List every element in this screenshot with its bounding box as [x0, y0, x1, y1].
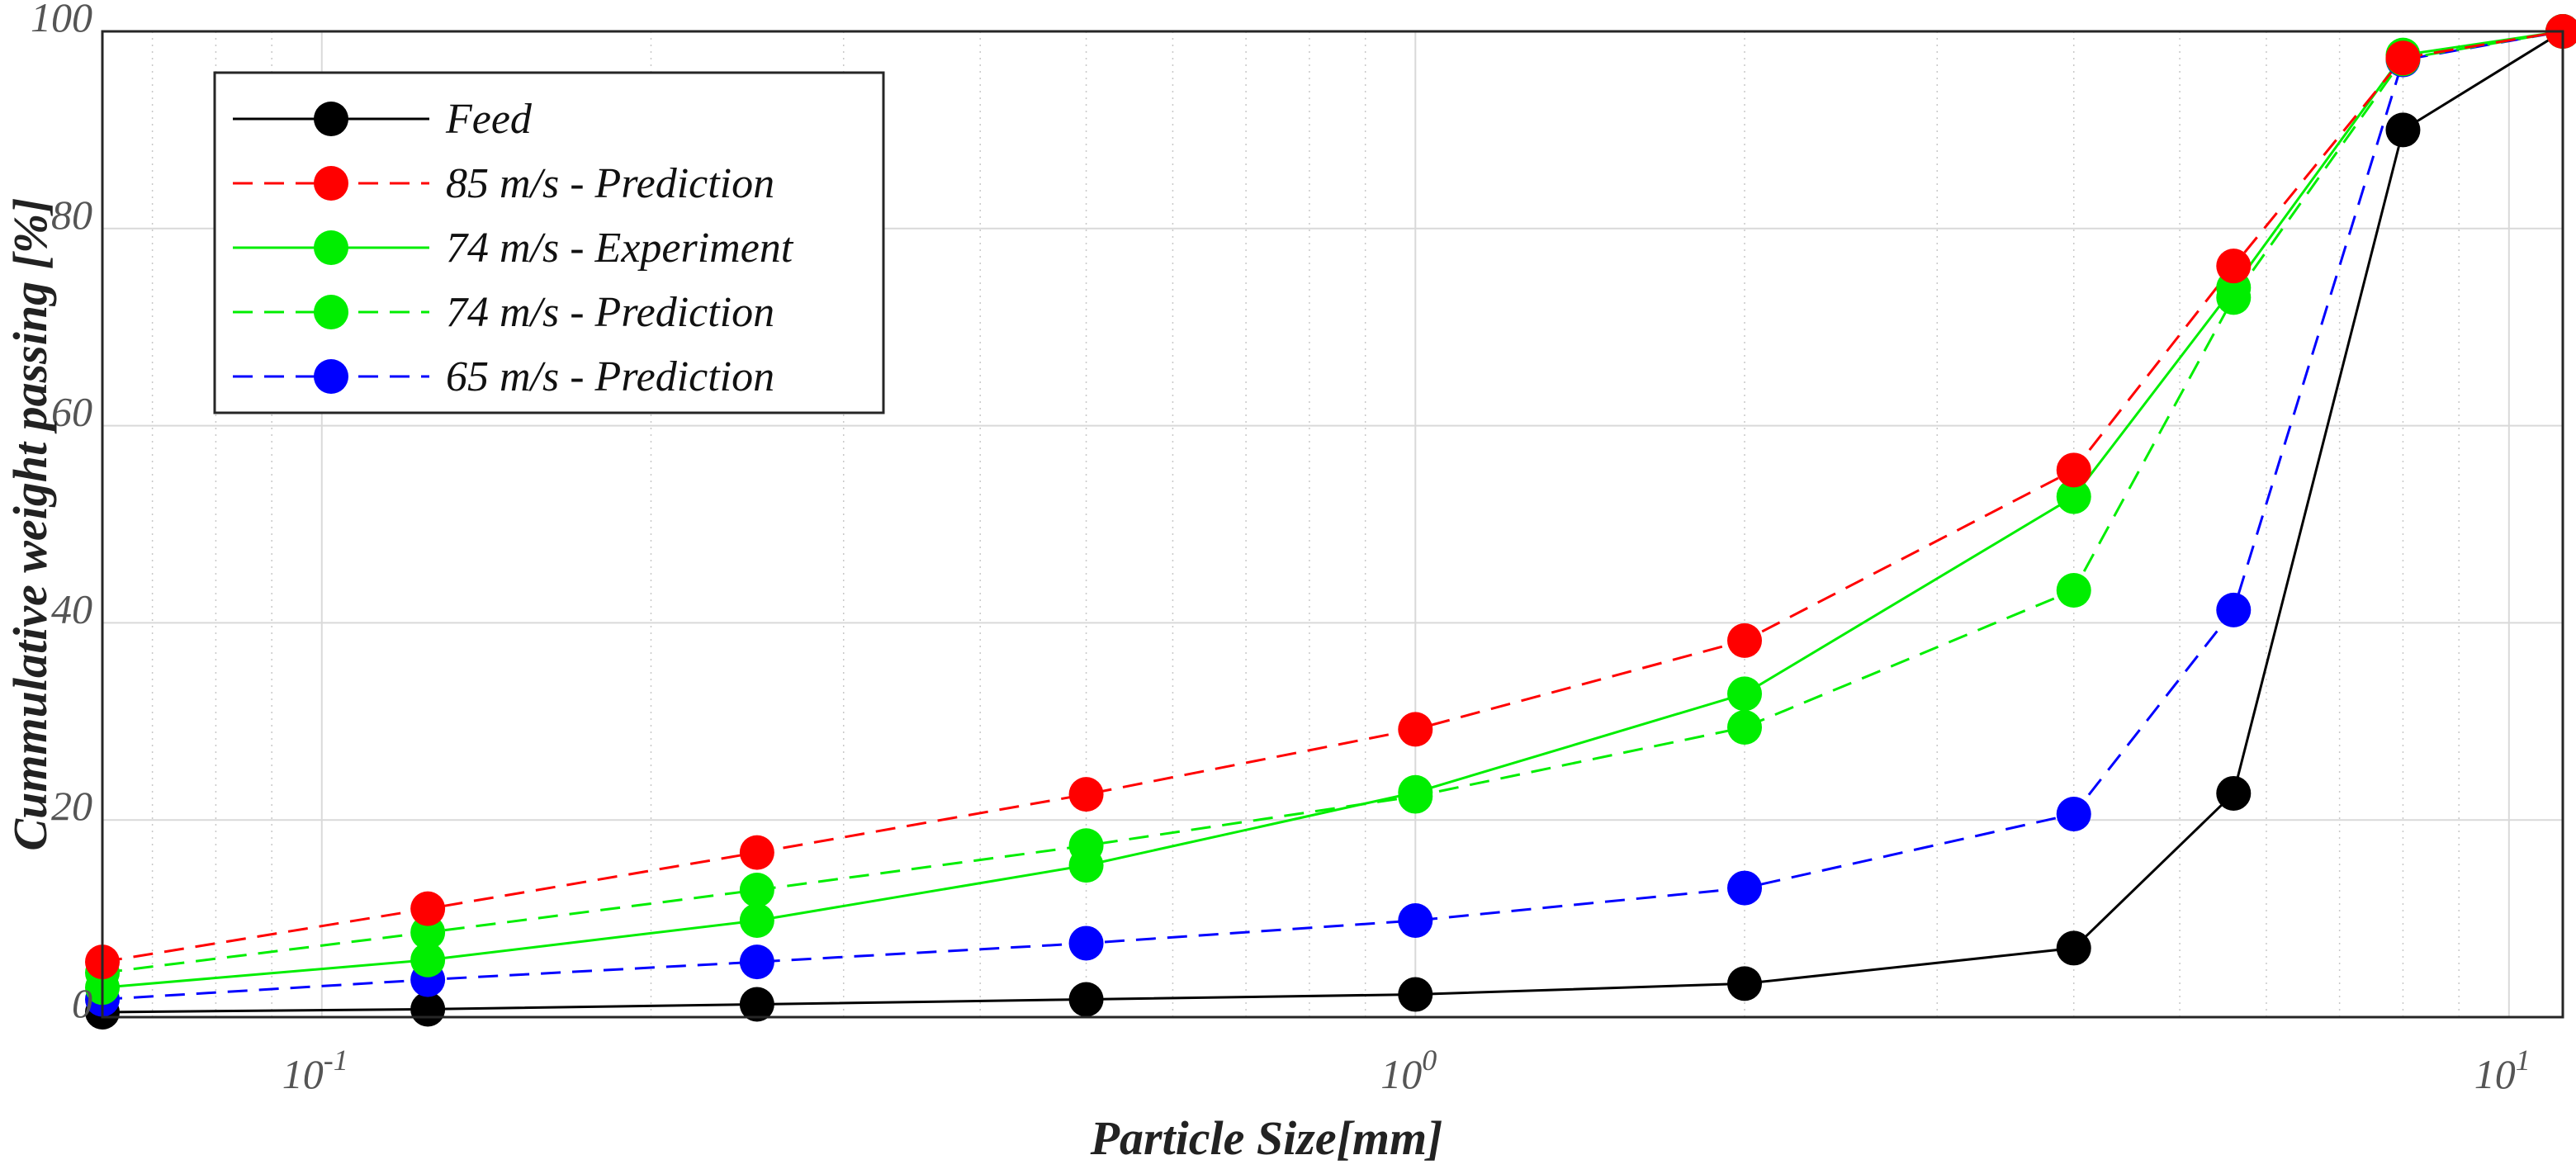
data-point — [739, 987, 774, 1022]
data-point — [2056, 452, 2091, 488]
x-axis-title: Particle Size[mm] — [1090, 1111, 1443, 1165]
data-point — [1068, 848, 1104, 883]
legend-label: 65 m/s - Prediction — [446, 353, 774, 400]
data-point — [739, 944, 774, 980]
y-axis-title: Cummulative weight passing [%] — [3, 197, 57, 850]
series-line — [102, 30, 2564, 974]
data-point — [2216, 592, 2252, 627]
data-point — [1398, 774, 1433, 810]
legend-label: 74 m/s - Experiment — [446, 225, 794, 272]
legend-label: 85 m/s - Prediction — [446, 160, 774, 207]
data-point — [739, 902, 774, 938]
data-point — [1727, 709, 1763, 745]
data-point — [2216, 775, 2252, 811]
legend-label: Feed — [445, 96, 533, 143]
legend-marker — [314, 166, 348, 201]
data-point — [1068, 982, 1104, 1017]
data-point — [2056, 572, 2091, 608]
y-tick-label: 40 — [51, 585, 92, 632]
data-point — [1068, 777, 1104, 812]
data-point — [2385, 40, 2421, 76]
y-tick-labels: 0 20 40 60 80 100 — [31, 0, 92, 1026]
data-point — [739, 872, 774, 907]
x-tick-label: 101 — [2474, 1044, 2531, 1097]
x-tick-label: 100 — [1380, 1044, 1437, 1097]
x-tick-labels: 10-1 100 101 — [282, 1044, 2531, 1097]
series-line — [102, 30, 2564, 1014]
y-tick-label: 0 — [72, 980, 92, 1026]
legend-marker — [314, 295, 348, 329]
y-tick-label: 80 — [51, 192, 92, 238]
legend-marker — [314, 102, 348, 136]
y-tick-label: 60 — [51, 389, 92, 435]
x-tick-label: 10-1 — [282, 1044, 348, 1097]
data-point — [739, 835, 774, 870]
y-tick-label: 20 — [51, 783, 92, 829]
data-point — [1398, 712, 1433, 747]
plot-frame — [101, 30, 2564, 1019]
data-point — [2216, 249, 2252, 284]
data-point — [1727, 676, 1763, 712]
data-point — [2056, 479, 2091, 514]
legend-marker — [314, 230, 348, 265]
y-tick-label: 100 — [31, 0, 92, 40]
data-point — [410, 942, 446, 978]
data-point — [2056, 797, 2091, 832]
data-point — [1398, 902, 1433, 938]
legend: Feed 85 m/s - Prediction 74 m/s - Experime… — [213, 71, 885, 414]
legend-label: 74 m/s - Prediction — [446, 289, 774, 336]
legend-marker — [314, 359, 348, 394]
data-point — [410, 891, 446, 926]
data-point — [1398, 977, 1433, 1012]
series-lines — [102, 30, 2564, 1014]
data-point — [2385, 112, 2421, 148]
data-point — [1727, 870, 1763, 906]
series-line — [102, 30, 2564, 1001]
data-point — [1727, 623, 1763, 658]
data-point — [1727, 966, 1763, 1001]
data-point — [410, 992, 446, 1027]
series-line — [102, 30, 2564, 989]
data-point — [2056, 930, 2091, 966]
data-point — [1068, 925, 1104, 961]
